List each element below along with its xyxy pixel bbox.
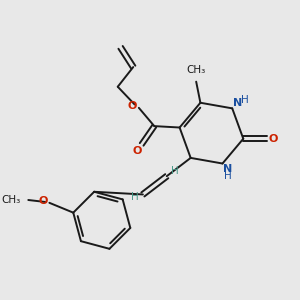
- Text: O: O: [38, 196, 48, 206]
- Text: N: N: [223, 164, 232, 174]
- Text: CH₃: CH₃: [1, 195, 20, 205]
- Text: N: N: [233, 98, 242, 108]
- Text: O: O: [269, 134, 278, 144]
- Text: H: H: [131, 192, 139, 202]
- Text: H: H: [171, 166, 178, 176]
- Text: O: O: [133, 146, 142, 156]
- Text: O: O: [128, 101, 137, 111]
- Text: H: H: [241, 95, 249, 106]
- Text: H: H: [224, 171, 231, 181]
- Text: CH₃: CH₃: [187, 65, 206, 76]
